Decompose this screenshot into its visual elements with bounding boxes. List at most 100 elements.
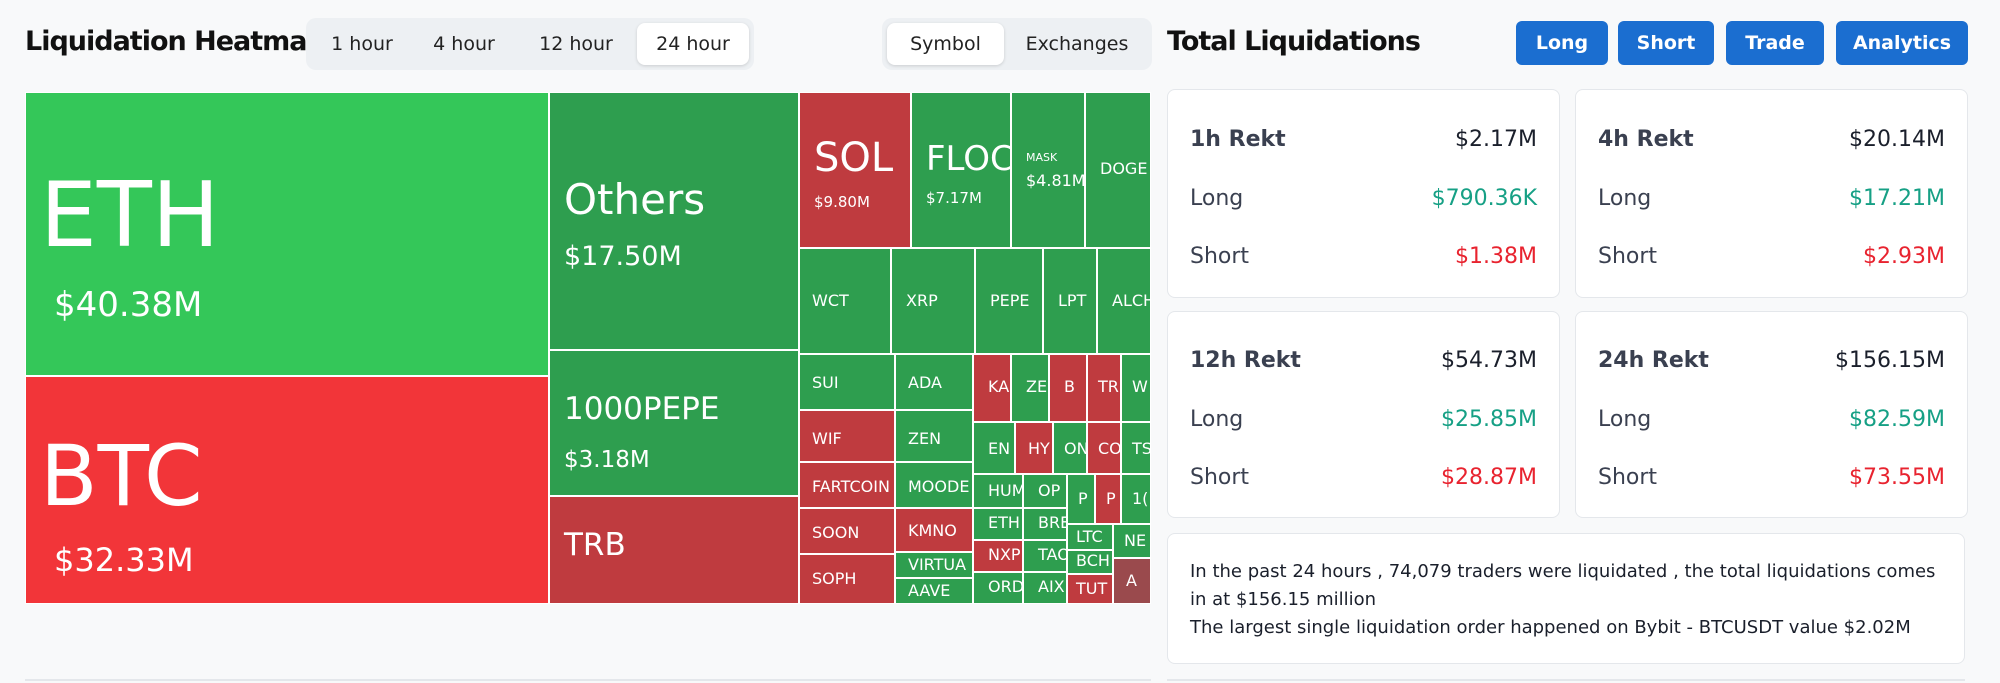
treemap-tile[interactable]: NE bbox=[1113, 524, 1151, 558]
tile-symbol: MOODE bbox=[908, 477, 970, 496]
tile-symbol: KA bbox=[988, 377, 1010, 396]
treemap-tile[interactable]: LTC bbox=[1067, 524, 1113, 550]
tile-value: $17.50M bbox=[564, 241, 682, 272]
tile-symbol: FARTCOIN bbox=[812, 477, 890, 496]
treemap-tile[interactable]: ORD bbox=[973, 572, 1023, 604]
tile-symbol: SUI bbox=[812, 373, 839, 392]
view-tabs: Symbol Exchanges bbox=[882, 18, 1152, 70]
tab-1-hour[interactable]: 1 hour bbox=[331, 33, 393, 55]
treemap-tile[interactable]: TUT bbox=[1067, 574, 1113, 604]
treemap-tile[interactable]: P bbox=[1095, 474, 1121, 524]
treemap-tile[interactable]: TS bbox=[1121, 422, 1151, 474]
treemap-tile[interactable]: 1000PEPE $3.18M bbox=[549, 350, 799, 496]
tile-value: $32.33M bbox=[54, 541, 194, 579]
long-label: Long bbox=[1190, 186, 1244, 211]
short-label: Short bbox=[1190, 465, 1250, 490]
short-value: $73.55M bbox=[1849, 465, 1945, 490]
treemap-tile[interactable]: LPT bbox=[1043, 248, 1097, 354]
tile-symbol: 1( bbox=[1132, 489, 1149, 508]
treemap-tile[interactable]: ALCH bbox=[1097, 248, 1151, 354]
treemap-tile[interactable]: HUM bbox=[973, 474, 1023, 508]
tile-symbol: VIRTUA bbox=[908, 555, 967, 574]
treemap-tile[interactable]: CO bbox=[1087, 422, 1121, 474]
treemap-tile[interactable]: HY bbox=[1015, 422, 1053, 474]
rekt-card-12h: 12h Rekt $54.73M Long $25.85M Short $28.87M bbox=[1167, 311, 1560, 518]
tile-symbol: KMNO bbox=[908, 521, 957, 540]
treemap-tile[interactable]: MOODE bbox=[895, 462, 973, 508]
tile-symbol: CO bbox=[1098, 439, 1121, 458]
treemap-tile[interactable]: BTC $32.33M bbox=[25, 376, 549, 604]
tile-symbol: BTC bbox=[40, 427, 203, 525]
short-value: $1.38M bbox=[1455, 244, 1537, 269]
treemap-tile[interactable]: TR bbox=[1087, 354, 1121, 422]
short-value: $28.87M bbox=[1441, 465, 1537, 490]
rekt-card-1h: 1h Rekt $2.17M Long $790.36K Short $1.38M bbox=[1167, 89, 1560, 298]
treemap-tile[interactable]: AIX bbox=[1023, 572, 1067, 604]
treemap-tile[interactable]: EN bbox=[973, 422, 1015, 474]
treemap-tile[interactable]: TAO bbox=[1023, 540, 1067, 572]
treemap-tile[interactable]: TRB bbox=[549, 496, 799, 604]
treemap-tile[interactable]: SOL $9.80M bbox=[799, 92, 911, 248]
rekt-card-24h: 24h Rekt $156.15M Long $82.59M Short $73.55… bbox=[1575, 311, 1968, 518]
treemap-tile[interactable]: BRE bbox=[1023, 508, 1067, 540]
tile-symbol: PEPE bbox=[990, 291, 1030, 310]
treemap-tile[interactable]: B bbox=[1049, 354, 1087, 422]
tile-symbol: ZE bbox=[1026, 377, 1048, 396]
treemap-tile[interactable]: A bbox=[1113, 558, 1151, 604]
treemap-tile[interactable]: 1( bbox=[1121, 474, 1151, 524]
treemap-tile[interactable]: Others $17.50M bbox=[549, 92, 799, 350]
long-button[interactable]: Long bbox=[1516, 21, 1608, 65]
treemap-tile[interactable]: ETH bbox=[973, 508, 1023, 540]
tile-symbol: Others bbox=[564, 175, 706, 224]
tile-symbol: WIF bbox=[812, 429, 842, 448]
treemap-tile[interactable]: ON bbox=[1053, 422, 1087, 474]
treemap-tile[interactable]: NXP bbox=[973, 540, 1023, 572]
treemap-tile[interactable]: SOON bbox=[799, 508, 895, 554]
treemap-tile[interactable]: VIRTUA bbox=[895, 552, 973, 578]
treemap-tile[interactable]: ADA bbox=[895, 354, 973, 410]
treemap-tile[interactable]: ZEN bbox=[895, 410, 973, 462]
treemap-tile[interactable]: WCT bbox=[799, 248, 891, 354]
divider bbox=[25, 679, 1151, 681]
treemap-tile[interactable]: OP bbox=[1023, 474, 1067, 508]
tile-symbol: AIX bbox=[1038, 577, 1065, 596]
tile-symbol: P bbox=[1078, 489, 1088, 508]
treemap-tile[interactable]: SUI bbox=[799, 354, 895, 410]
treemap-tile[interactable]: KA bbox=[973, 354, 1011, 422]
trade-button[interactable]: Trade bbox=[1726, 21, 1824, 65]
tile-symbol: MASK bbox=[1026, 151, 1058, 164]
total-liquidations-title: Total Liquidations bbox=[1167, 26, 1421, 57]
treemap-tile[interactable]: W bbox=[1121, 354, 1151, 422]
treemap-tile[interactable]: MASK $4.81M bbox=[1011, 92, 1085, 248]
treemap-tile[interactable]: SOPH bbox=[799, 554, 895, 604]
tile-symbol: TAO bbox=[1038, 545, 1067, 564]
treemap-tile[interactable]: DOGE$4.24M bbox=[1085, 92, 1151, 248]
tile-symbol: 1000PEPE bbox=[564, 391, 720, 427]
treemap-tile[interactable]: ZE bbox=[1011, 354, 1049, 422]
tile-symbol: ADA bbox=[908, 373, 942, 392]
treemap-tile[interactable]: ETH $40.38M bbox=[25, 92, 549, 376]
analytics-button[interactable]: Analytics bbox=[1836, 21, 1968, 65]
treemap-tile[interactable]: PEPE bbox=[975, 248, 1043, 354]
tile-symbol: LPT bbox=[1058, 291, 1087, 310]
treemap-tile[interactable]: P bbox=[1067, 474, 1095, 524]
treemap-tile[interactable]: FARTCOIN bbox=[799, 462, 895, 508]
tile-symbol: TS bbox=[1132, 439, 1151, 458]
treemap-tile[interactable]: AAVE bbox=[895, 578, 973, 604]
short-button[interactable]: Short bbox=[1618, 21, 1714, 65]
tab-4-hour[interactable]: 4 hour bbox=[433, 33, 495, 55]
tile-value: $40.38M bbox=[54, 285, 203, 325]
tile-symbol: SOPH bbox=[812, 569, 857, 588]
tab-24-hour[interactable]: 24 hour bbox=[637, 23, 749, 65]
liquidation-treemap: ETH $40.38M BTC $32.33M Others $17.50M SOL $9.8… bbox=[25, 92, 1151, 604]
treemap-tile[interactable]: KMNO bbox=[895, 508, 973, 552]
tab-12-hour[interactable]: 12 hour bbox=[539, 33, 613, 55]
tile-value: $7.17M bbox=[926, 189, 982, 207]
treemap-tile[interactable]: XRP bbox=[891, 248, 975, 354]
tab-symbol[interactable]: Symbol bbox=[887, 23, 1004, 65]
treemap-tile[interactable]: WIF bbox=[799, 410, 895, 462]
treemap-tile[interactable]: BCH bbox=[1067, 550, 1113, 574]
tab-exchanges[interactable]: Exchanges bbox=[1025, 33, 1129, 55]
treemap-tile[interactable]: FLOCK $7.17M bbox=[911, 92, 1011, 248]
tile-symbol: SOL bbox=[814, 135, 894, 181]
